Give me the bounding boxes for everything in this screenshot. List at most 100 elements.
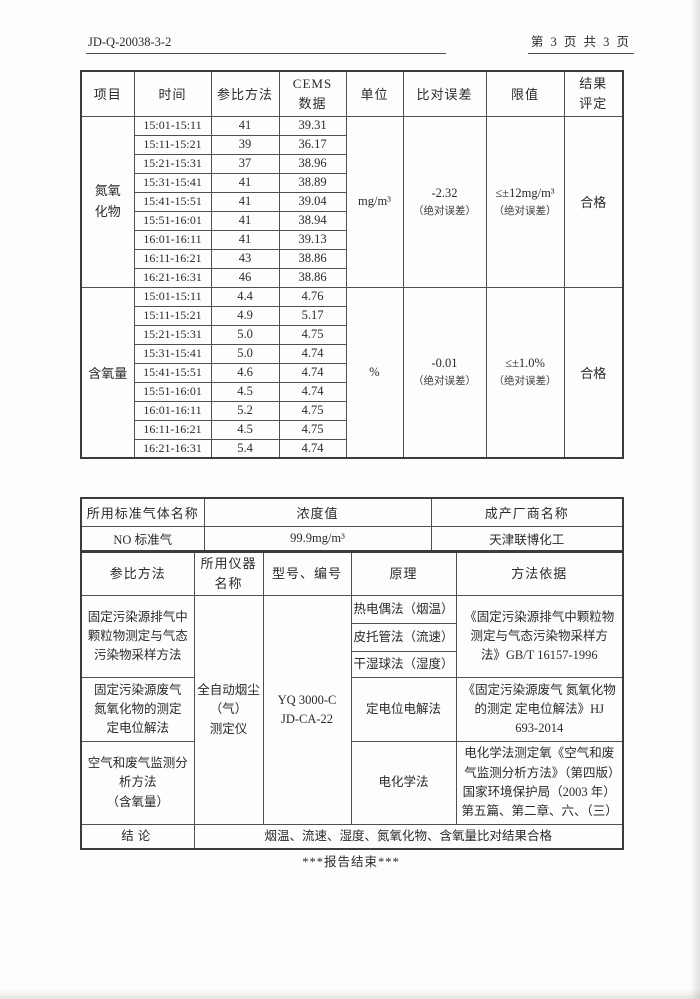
- ref-value-cell: 4.5: [210, 419, 280, 440]
- table-row: 16:11-16:21 4.5 4.75: [81, 419, 623, 440]
- col-header-unit: 单位: [345, 70, 404, 117]
- table-row: NO 标准气 99.9mg/m³ 天津联博化工: [80, 525, 624, 552]
- unit-cell: %: [345, 286, 404, 459]
- time-cell: 16:01-16:11: [133, 400, 212, 421]
- col-header-ref-method: 参比方法: [80, 551, 195, 597]
- time-cell: 16:21-16:31: [133, 267, 212, 288]
- time-cell: 15:21-15:31: [133, 324, 212, 345]
- error-note: （绝对误差）: [413, 376, 476, 388]
- error-note: （绝对误差）: [413, 205, 476, 217]
- ref-method-cell: 固定污染源排气中 颗粒物测定与气态 污染物采样方法: [80, 595, 195, 679]
- cems-value-cell: 4.74: [278, 362, 347, 383]
- time-cell: 15:11-15:21: [133, 134, 212, 155]
- table-row: 15:51-16:01 4.5 4.74: [81, 381, 623, 402]
- table-row: 15:21-15:31 37 38.96: [81, 153, 623, 174]
- cems-value-cell: 39.04: [278, 191, 347, 212]
- table-row: 含氧量 15:01-15:11 4.4 4.76 % -0.01 （绝对误差） …: [80, 286, 624, 459]
- table-row: 固定污染源排气中 颗粒物测定与气态 污染物采样方法 全自动烟尘 （气） 测定仪 …: [80, 595, 624, 825]
- item-cell-nox: 氮氧 化物: [80, 115, 135, 288]
- time-cell: 15:01-15:11: [133, 286, 212, 307]
- cems-value-cell: 4.76: [278, 286, 347, 307]
- time-cell: 15:41-15:51: [133, 191, 212, 212]
- col-header-time: 时间: [133, 70, 212, 117]
- col-header-manufacturer: 成产厂商名称: [430, 497, 624, 527]
- ref-value-cell: 4.9: [210, 305, 280, 326]
- col-header-gas-name: 所用标准气体名称: [80, 497, 205, 527]
- model-cell: YQ 3000-C JD-CA-22: [262, 595, 352, 825]
- col-header-error: 比对误差: [402, 70, 487, 117]
- cems-value-cell: 39.31: [278, 115, 347, 136]
- table-row: 15:11-15:21 4.9 5.17: [81, 305, 623, 326]
- method-table: 参比方法 所用仪器 名称 型号、编号 原理 方法依据 固定污染源排气中 颗粒物测…: [80, 551, 624, 851]
- instrument-cell: 全自动烟尘 （气） 测定仪: [193, 595, 264, 825]
- result-cell: 合格: [563, 115, 624, 288]
- error-cell: -2.32 （绝对误差）: [402, 115, 487, 288]
- col-header-instrument: 所用仪器 名称: [193, 551, 264, 597]
- conclusion-text: 烟温、流速、湿度、氮氧化物、含氧量比对结果合格: [193, 823, 624, 850]
- time-cell: 15:31-15:41: [133, 343, 212, 364]
- ref-value-cell: 5.0: [210, 324, 280, 345]
- cems-value-cell: 38.86: [278, 248, 347, 269]
- cems-value-cell: 4.75: [278, 324, 347, 345]
- cems-value-cell: 39.13: [278, 229, 347, 250]
- ref-value-cell: 41: [210, 172, 280, 193]
- col-header-model: 型号、编号: [262, 551, 352, 597]
- limit-cell: ≤±12mg/m³ （绝对误差）: [485, 115, 565, 288]
- ref-value-cell: 41: [210, 191, 280, 212]
- table-header-row: 项目 时间 参比方法 CEMS 数据 单位 比对误差 限值 结果 评定: [80, 70, 624, 117]
- error-value: -2.32: [431, 185, 458, 200]
- col-header-concentration: 浓度值: [203, 497, 432, 527]
- table-row: 氮氧 化物 15:01-15:11 41 39.31 mg/m³ -2.32 （…: [80, 115, 624, 288]
- time-cell: 16:11-16:21: [133, 248, 212, 269]
- principle-cell: 干湿球法（湿度）: [350, 651, 457, 679]
- cems-value-cell: 4.75: [278, 400, 347, 421]
- cems-value-cell: 4.74: [278, 438, 347, 459]
- col-header-item: 项目: [80, 70, 135, 117]
- ref-value-cell: 41: [210, 210, 280, 231]
- ref-value-cell: 4.4: [210, 286, 280, 307]
- ref-value-cell: 5.2: [210, 400, 280, 421]
- table-row: 15:41-15:51 4.6 4.74: [81, 362, 623, 383]
- ref-value-cell: 46: [210, 267, 280, 288]
- ref-value-cell: 4.5: [210, 381, 280, 402]
- table-row: 15:41-15:51 41 39.04: [81, 191, 623, 212]
- col-header-cems-data: CEMS 数据: [278, 70, 347, 117]
- cems-value-cell: 38.86: [278, 267, 347, 288]
- basis-cell: 《固定污染源废气 氮氧化物的测定 定电位解法》HJ 693-2014: [455, 677, 624, 743]
- ref-value-cell: 41: [210, 229, 280, 250]
- time-cell: 15:01-15:11: [133, 115, 212, 136]
- time-cell: 15:11-15:21: [133, 305, 212, 326]
- principle-cell: 皮托管法（流速）: [350, 623, 457, 653]
- ref-value-cell: 5.0: [210, 343, 280, 364]
- conclusion-row: 结论 烟温、流速、湿度、氮氧化物、含氧量比对结果合格: [80, 823, 624, 850]
- principle-cell: 热电偶法（烟温）: [350, 595, 457, 625]
- table-row: 16:01-16:11 41 39.13: [81, 229, 623, 250]
- result-cell: 合格: [563, 286, 624, 459]
- manufacturer-cell: 天津联博化工: [430, 525, 624, 552]
- table-row: 皮托管法（流速）: [81, 623, 623, 653]
- time-cell: 15:51-16:01: [133, 381, 212, 402]
- col-header-principle: 原理: [350, 551, 457, 597]
- conclusion-label: 结论: [80, 823, 195, 850]
- table-row: 干湿球法（湿度）: [81, 651, 623, 679]
- principle-cell: 电化学法: [350, 741, 457, 825]
- limit-note: （绝对误差）: [493, 376, 557, 388]
- error-cell: -0.01 （绝对误差）: [402, 286, 487, 459]
- limit-value: ≤±1.0%: [505, 356, 545, 371]
- limit-value: ≤±12mg/m³: [495, 185, 555, 200]
- time-cell: 15:41-15:51: [133, 362, 212, 383]
- time-cell: 16:01-16:11: [133, 229, 212, 250]
- ref-value-cell: 41: [210, 115, 280, 136]
- ref-value-cell: 39: [210, 134, 280, 155]
- table-row: 固定污染源废气 氮氧化物的测定 定电位解法 定电位电解法 《固定污染源废气 氮氧…: [80, 677, 624, 743]
- table-row: 16:21-16:31 46 38.86: [81, 267, 623, 288]
- time-cell: 16:21-16:31: [133, 438, 212, 459]
- cems-value-cell: 4.74: [278, 381, 347, 402]
- unit-cell: mg/m³: [345, 115, 404, 288]
- col-header-result: 结果 评定: [563, 70, 624, 117]
- limit-cell: ≤±1.0% （绝对误差）: [485, 286, 565, 459]
- doc-header: JD-Q-20038-3-2 第 3 页 共 3 页: [86, 31, 634, 54]
- cems-value-cell: 4.75: [278, 419, 347, 440]
- col-header-ref-method: 参比方法: [210, 70, 280, 117]
